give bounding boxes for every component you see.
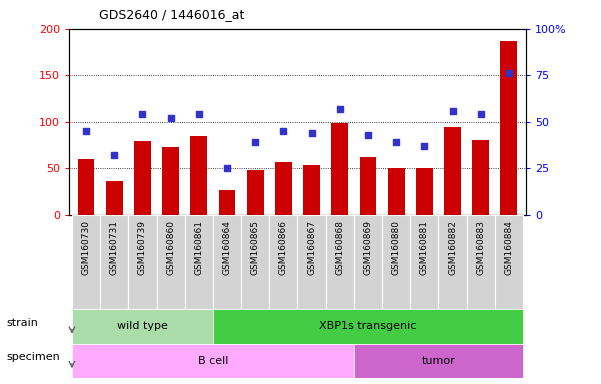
Bar bbox=[247, 170, 264, 215]
Point bbox=[251, 139, 260, 146]
Text: GSM160731: GSM160731 bbox=[110, 220, 119, 275]
Text: B cell: B cell bbox=[198, 356, 228, 366]
Bar bbox=[72, 344, 354, 378]
Bar bbox=[444, 127, 461, 215]
Point bbox=[109, 152, 119, 159]
Point bbox=[448, 108, 457, 114]
Text: GSM160864: GSM160864 bbox=[222, 220, 231, 275]
Text: GSM160861: GSM160861 bbox=[194, 220, 203, 275]
Bar bbox=[213, 215, 241, 309]
Bar bbox=[303, 165, 320, 215]
Point bbox=[307, 130, 316, 136]
Point bbox=[504, 70, 514, 76]
Bar bbox=[241, 215, 269, 309]
Point bbox=[419, 143, 429, 149]
Bar bbox=[326, 215, 354, 309]
Bar bbox=[439, 215, 466, 309]
Bar bbox=[269, 215, 297, 309]
Text: GSM160883: GSM160883 bbox=[476, 220, 485, 275]
Text: GSM160867: GSM160867 bbox=[307, 220, 316, 275]
Text: GSM160881: GSM160881 bbox=[420, 220, 429, 275]
Point bbox=[391, 139, 401, 146]
Text: GSM160882: GSM160882 bbox=[448, 220, 457, 275]
Bar bbox=[78, 159, 94, 215]
Text: GSM160860: GSM160860 bbox=[166, 220, 175, 275]
Bar bbox=[134, 141, 151, 215]
Text: GSM160865: GSM160865 bbox=[251, 220, 260, 275]
Bar bbox=[162, 147, 179, 215]
Bar bbox=[354, 215, 382, 309]
Point bbox=[138, 111, 147, 118]
Bar bbox=[275, 162, 292, 215]
Bar bbox=[359, 157, 376, 215]
Text: GSM160884: GSM160884 bbox=[504, 220, 513, 275]
Bar bbox=[213, 309, 523, 344]
Text: strain: strain bbox=[6, 318, 38, 328]
Point bbox=[279, 128, 288, 134]
Text: XBP1s transgenic: XBP1s transgenic bbox=[319, 321, 416, 331]
Bar bbox=[297, 215, 326, 309]
Bar bbox=[495, 215, 523, 309]
Bar bbox=[191, 136, 207, 215]
Text: wild type: wild type bbox=[117, 321, 168, 331]
Text: GSM160739: GSM160739 bbox=[138, 220, 147, 275]
Bar bbox=[416, 167, 433, 215]
Bar bbox=[382, 215, 410, 309]
Bar bbox=[410, 215, 439, 309]
Text: GSM160730: GSM160730 bbox=[82, 220, 91, 275]
Bar bbox=[466, 215, 495, 309]
Bar bbox=[72, 215, 100, 309]
Bar bbox=[106, 180, 123, 215]
Text: GSM160869: GSM160869 bbox=[364, 220, 373, 275]
Bar bbox=[219, 190, 236, 215]
Point bbox=[222, 166, 232, 172]
Point bbox=[166, 115, 175, 121]
Text: GSM160866: GSM160866 bbox=[279, 220, 288, 275]
Bar bbox=[100, 215, 129, 309]
Point bbox=[81, 128, 91, 134]
Text: specimen: specimen bbox=[6, 352, 59, 362]
Bar bbox=[354, 344, 523, 378]
Bar bbox=[185, 215, 213, 309]
Point bbox=[335, 106, 344, 112]
Text: tumor: tumor bbox=[421, 356, 456, 366]
Text: GSM160880: GSM160880 bbox=[392, 220, 401, 275]
Point bbox=[363, 132, 373, 138]
Bar bbox=[472, 140, 489, 215]
Bar bbox=[388, 167, 404, 215]
Text: GSM160868: GSM160868 bbox=[335, 220, 344, 275]
Point bbox=[194, 111, 204, 118]
Bar bbox=[501, 41, 517, 215]
Bar bbox=[331, 123, 348, 215]
Bar bbox=[129, 215, 156, 309]
Bar bbox=[156, 215, 185, 309]
Bar bbox=[72, 309, 213, 344]
Text: GDS2640 / 1446016_at: GDS2640 / 1446016_at bbox=[99, 8, 245, 21]
Point bbox=[476, 111, 486, 118]
